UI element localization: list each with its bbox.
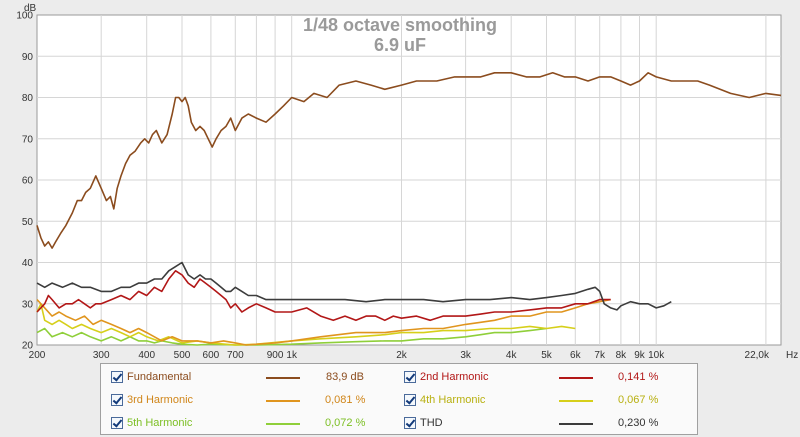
- legend-item-3rd-harmonic[interactable]: 3rd Harmonic 0,081 %: [111, 392, 391, 410]
- legend-label: THD: [420, 417, 443, 429]
- legend-value: 0,081 %: [325, 394, 366, 406]
- x-tick-label: 6k: [570, 350, 582, 361]
- y-tick-label: 50: [22, 217, 34, 228]
- legend-value: 0,067 %: [618, 394, 659, 406]
- checkbox-5th-harmonic[interactable]: [111, 417, 123, 429]
- legend-item-4th-harmonic[interactable]: 4th Harmonic 0,067 %: [404, 392, 689, 410]
- tick-labels: 20 30 40 50 60 70 80 90 100 200 300 400 500 600 700 900…: [16, 11, 770, 362]
- legend-swatch: [559, 377, 593, 379]
- legend-item-5th-harmonic[interactable]: 5th Harmonic 0,072 %: [111, 415, 391, 433]
- checkbox-thd[interactable]: [404, 417, 416, 429]
- checkbox-3rd-harmonic[interactable]: [111, 394, 123, 406]
- x-tick-label: 500: [174, 350, 191, 361]
- x-tick-label: 700: [227, 350, 244, 361]
- legend-swatch: [266, 400, 300, 402]
- legend-swatch: [266, 423, 300, 425]
- y-tick-label: 90: [22, 52, 34, 63]
- series-group: [36, 72, 782, 346]
- legend-label: 2nd Harmonic: [420, 371, 489, 383]
- x-tick-label: 200: [29, 350, 46, 361]
- legend-label: Fundamental: [127, 371, 192, 383]
- x-tick-label: 8k: [616, 350, 628, 361]
- x-tick-label: 10k: [648, 350, 665, 361]
- grid: [37, 15, 781, 345]
- chart: 20 30 40 50 60 70 80 90 100 200 300 400 500 600 700 900…: [16, 3, 798, 362]
- x-tick-label: 900: [267, 350, 284, 361]
- y-tick-label: 60: [22, 176, 34, 187]
- checkbox-2nd-harmonic[interactable]: [404, 371, 416, 383]
- series-line-5th-harmonic: [36, 327, 547, 346]
- legend-value: 0,141 %: [618, 371, 659, 383]
- legend-item-fundamental[interactable]: Fundamental 83,9 dB: [111, 369, 391, 387]
- legend-swatch: [559, 400, 593, 402]
- legend: Fundamental 83,9 dB 2nd Harmonic 0,141 %…: [100, 363, 698, 435]
- legend-label: 4th Harmonic: [420, 394, 486, 406]
- x-tick-label: 600: [203, 350, 220, 361]
- legend-item-thd[interactable]: THD 0,230 %: [404, 415, 689, 433]
- x-tick-label: 400: [138, 350, 155, 361]
- series-line-fundamental: [36, 72, 782, 249]
- x-tick-label: 9k: [634, 350, 646, 361]
- legend-swatch: [559, 423, 593, 425]
- series-line-3rd-harmonic: [36, 298, 611, 346]
- y-axis-label: dB: [24, 3, 37, 14]
- y-tick-label: 80: [22, 93, 34, 104]
- legend-label: 5th Harmonic: [127, 417, 193, 429]
- checkbox-4th-harmonic[interactable]: [404, 394, 416, 406]
- x-tick-label: 300: [93, 350, 110, 361]
- chart-subtitle: 6.9 uF: [374, 35, 426, 55]
- x-tick-label: 4k: [506, 350, 518, 361]
- series-line-4th-harmonic: [36, 302, 576, 346]
- legend-label: 3rd Harmonic: [127, 394, 194, 406]
- checkbox-fundamental[interactable]: [111, 371, 123, 383]
- legend-value: 0,072 %: [325, 417, 366, 429]
- x-tick-label: 5k: [541, 350, 553, 361]
- x-tick-label: 2k: [396, 350, 408, 361]
- x-tick-label: 1k: [286, 350, 298, 361]
- chart-title: 1/48 octave smoothing: [303, 15, 497, 35]
- x-axis-unit: Hz: [786, 350, 798, 361]
- y-tick-label: 20: [22, 341, 34, 352]
- series-line-thd: [36, 261, 672, 311]
- y-tick-label: 70: [22, 134, 34, 145]
- legend-item-2nd-harmonic[interactable]: 2nd Harmonic 0,141 %: [404, 369, 689, 387]
- x-tick-label: 3k: [460, 350, 472, 361]
- series-line-2nd-harmonic: [36, 269, 611, 322]
- legend-value: 0,230 %: [618, 417, 659, 429]
- legend-value: 83,9 dB: [326, 371, 364, 383]
- legend-swatch: [266, 377, 300, 379]
- y-tick-label: 40: [22, 258, 34, 269]
- x-tick-label: 7k: [594, 350, 606, 361]
- y-tick-label: 30: [22, 299, 34, 310]
- x-tick-label: 22,0k: [745, 350, 770, 361]
- y-tick-label: 100: [16, 11, 33, 22]
